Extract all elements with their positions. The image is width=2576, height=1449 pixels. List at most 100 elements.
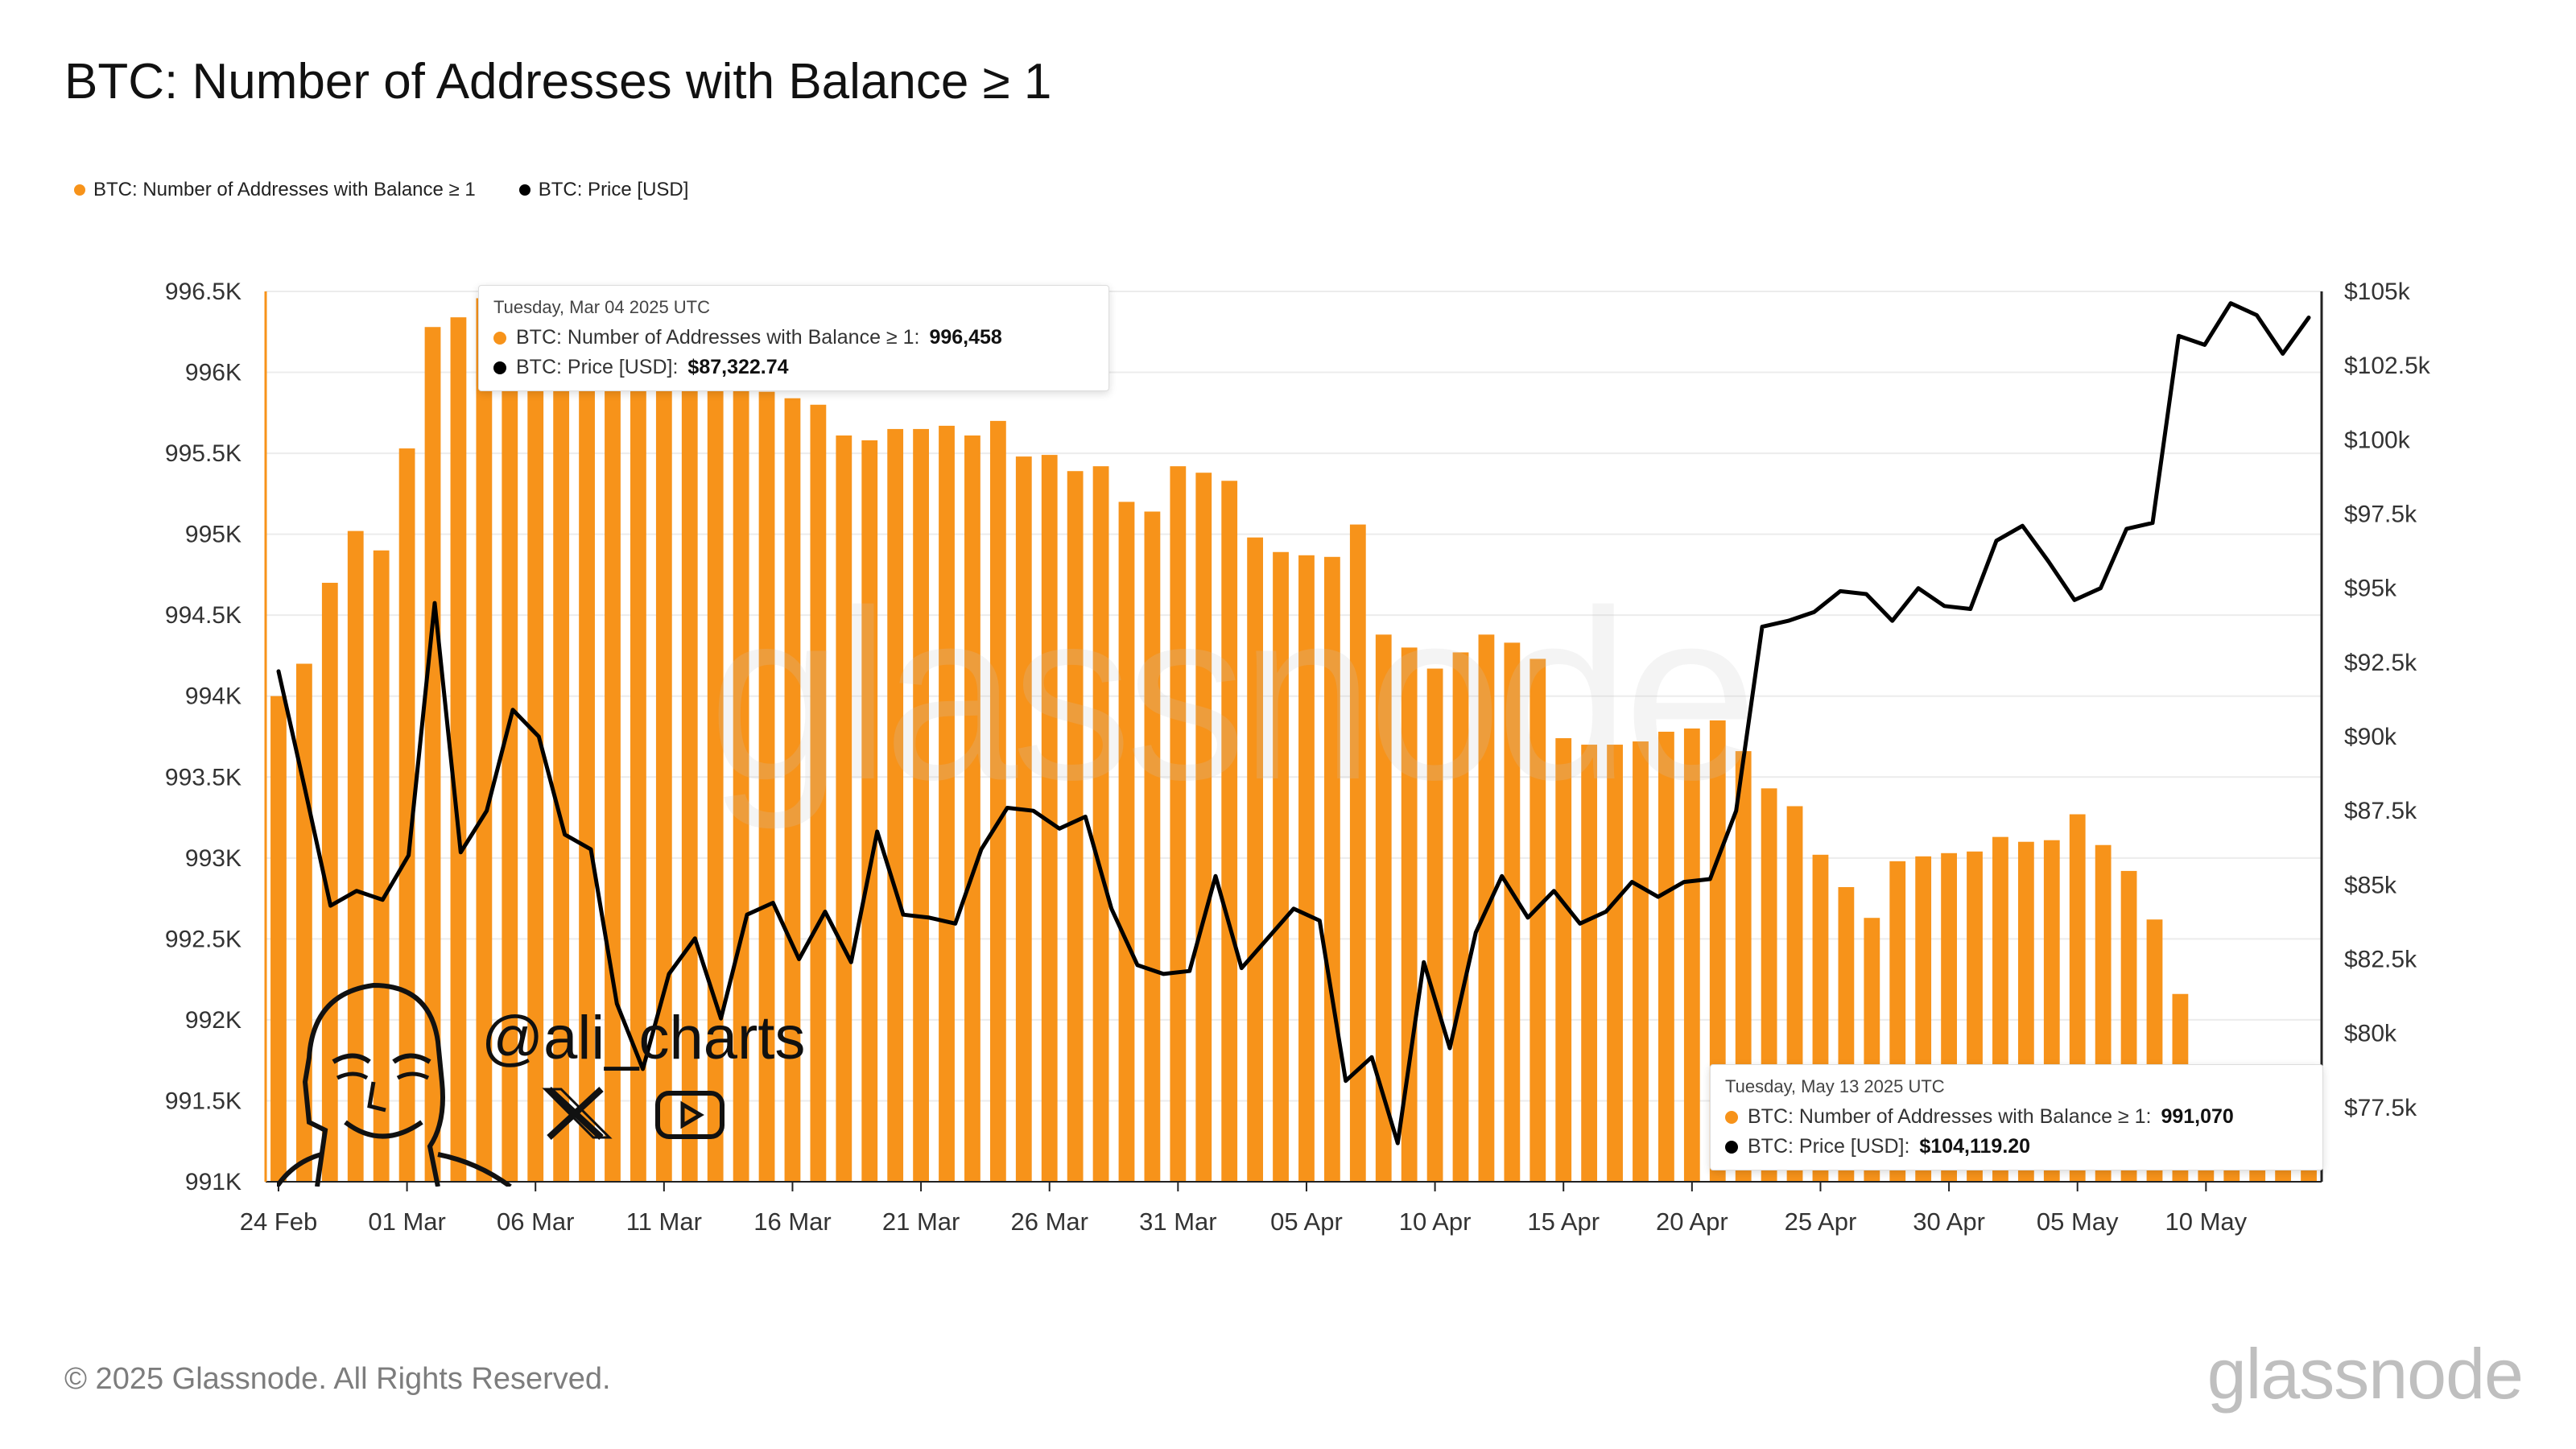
left-axis-tick-label: 992K [185,1007,242,1034]
footer-logo: glassnode [2207,1334,2524,1414]
bar [887,428,904,1182]
tooltip-date: Tuesday, Mar 04 2025 UTC [493,297,711,317]
bar [1118,502,1135,1182]
legend-label-addresses: BTC: Number of Addresses with Balance ≥ … [93,179,476,200]
bar [810,404,827,1182]
x-icon [542,1087,613,1140]
x-axis-tick-label: 05 May [2037,1208,2119,1236]
x-axis-tick-label: 30 Apr [1913,1208,1985,1236]
bar [1452,652,1469,1182]
x-axis-tick-label: 11 Mar [626,1208,702,1236]
tooltip-dot-price [1725,1140,1738,1154]
right-axis-tick-label: $105k [2344,279,2411,305]
bar [758,391,775,1182]
bar [1683,728,1700,1182]
tooltip-dot-price [493,361,506,374]
tooltip-mar-04: Tuesday, Mar 04 2025 UTC BTC: Number of … [478,285,1109,391]
x-axis-tick-label: 01 Mar [368,1208,445,1236]
bar [476,298,493,1183]
x-axis-tick-label: 31 Mar [1139,1208,1216,1236]
bar [1247,537,1264,1182]
tooltip-row-addresses: BTC: Number of Addresses with Balance ≥ … [1725,1105,2308,1129]
x-axis-tick-label: 20 Apr [1656,1208,1728,1236]
watermark-handle: @ali_charts [481,1004,806,1072]
bar [1581,745,1598,1182]
legend-dot-price [518,184,530,196]
x-axis-tick-label: 25 Apr [1785,1208,1857,1236]
bar [630,375,646,1182]
bar [733,383,749,1182]
right-axis-tick-label: $82.5k [2344,947,2417,973]
bar [321,582,338,1182]
x-axis-tick-label: 06 Mar [497,1208,574,1236]
left-axis-tick-label: 996K [185,360,242,386]
bar [1195,473,1212,1182]
x-axis-tick-label: 05 Apr [1270,1208,1343,1236]
bar [1041,455,1058,1182]
x-axis-tick-label: 21 Mar [882,1208,960,1236]
bar [1349,524,1366,1182]
x-axis-tick-label: 24 Feb [240,1208,318,1236]
bar [964,435,980,1182]
x-axis-tick-label: 15 Apr [1527,1208,1600,1236]
x-axis-tick-label: 10 May [2165,1208,2248,1236]
bar [1170,466,1187,1182]
left-axis-tick-label: 991K [185,1169,242,1195]
right-axis-tick-label: $97.5k [2344,502,2417,528]
legend-item-addresses[interactable]: BTC: Number of Addresses with Balance ≥ … [74,179,476,201]
bar [1221,481,1238,1182]
tooltip-dot-addresses [1725,1110,1738,1124]
bar [347,530,364,1182]
x-axis-tick-label: 26 Mar [1010,1208,1088,1236]
price-line [276,301,2311,1146]
tooltip-dot-addresses [493,331,506,345]
bar [1092,466,1109,1182]
bar [450,317,467,1182]
right-axis-tick-label: $80k [2344,1021,2397,1047]
right-axis-tick-label: $85k [2344,872,2397,898]
avatar-sketch [277,982,512,1187]
tooltip-label-price: BTC: Price [USD]: [516,356,679,378]
tooltip-label-addresses: BTC: Number of Addresses with Balance ≥ … [516,326,920,349]
tooltip-label-price: BTC: Price [USD]: [1748,1135,1910,1158]
right-axis-tick-label: $87.5k [2344,798,2417,824]
youtube-icon [655,1091,724,1139]
tooltip-row-addresses: BTC: Number of Addresses with Balance ≥ … [493,326,1094,349]
left-axis-tick-label: 995.5K [165,440,242,467]
bar [373,550,390,1182]
bar [1607,745,1623,1182]
left-axis-tick-label: 994K [185,683,242,710]
bar [424,327,441,1182]
left-axis-tick-labels: 991K 991.5K 992K 992.5K 993K 993.5K 994K 994.5K… [165,279,242,1195]
bar [989,420,1006,1182]
left-axis-tick-label: 991.5K [165,1088,242,1114]
right-axis-tick-label: $102.5k [2344,353,2431,379]
tooltip-value-price: $87,322.74 [687,356,789,378]
bar [1530,658,1546,1182]
chart-title: BTC: Number of Addresses with Balance ≥ … [64,54,1052,109]
left-axis-tick-label: 993.5K [165,764,242,791]
bar [1067,471,1084,1182]
legend-label-price: BTC: Price [USD] [538,179,689,200]
legend-dot-addresses [74,184,85,196]
watermark-logo: glassnode [708,559,1758,830]
tooltip-value-price: $104,119.20 [1919,1135,2031,1158]
legend-item-price[interactable]: BTC: Price [USD] [518,179,689,201]
bar [1504,642,1521,1182]
bar [1426,668,1443,1182]
footer-copyright: © 2025 Glassnode. All Rights Reserved. [64,1362,611,1396]
tooltip-value-addresses: 996,458 [929,326,1002,349]
bar [1015,456,1032,1182]
bar [913,428,929,1182]
price-line-series [276,301,2311,1146]
left-axis-tick-label: 992.5K [165,926,242,952]
x-axis-tick-label: 16 Mar [753,1208,831,1236]
bar [1375,634,1392,1182]
bar [1633,741,1649,1182]
left-axis-tick-label: 993K [185,845,242,872]
right-axis-tick-label: $92.5k [2344,650,2417,676]
tooltip-row-price: BTC: Price [USD]: $104,119.20 [1725,1135,2308,1158]
left-axis-tick-label: 995K [185,522,242,548]
bar [1273,551,1289,1182]
left-axis-tick-label: 996.5K [165,279,242,305]
